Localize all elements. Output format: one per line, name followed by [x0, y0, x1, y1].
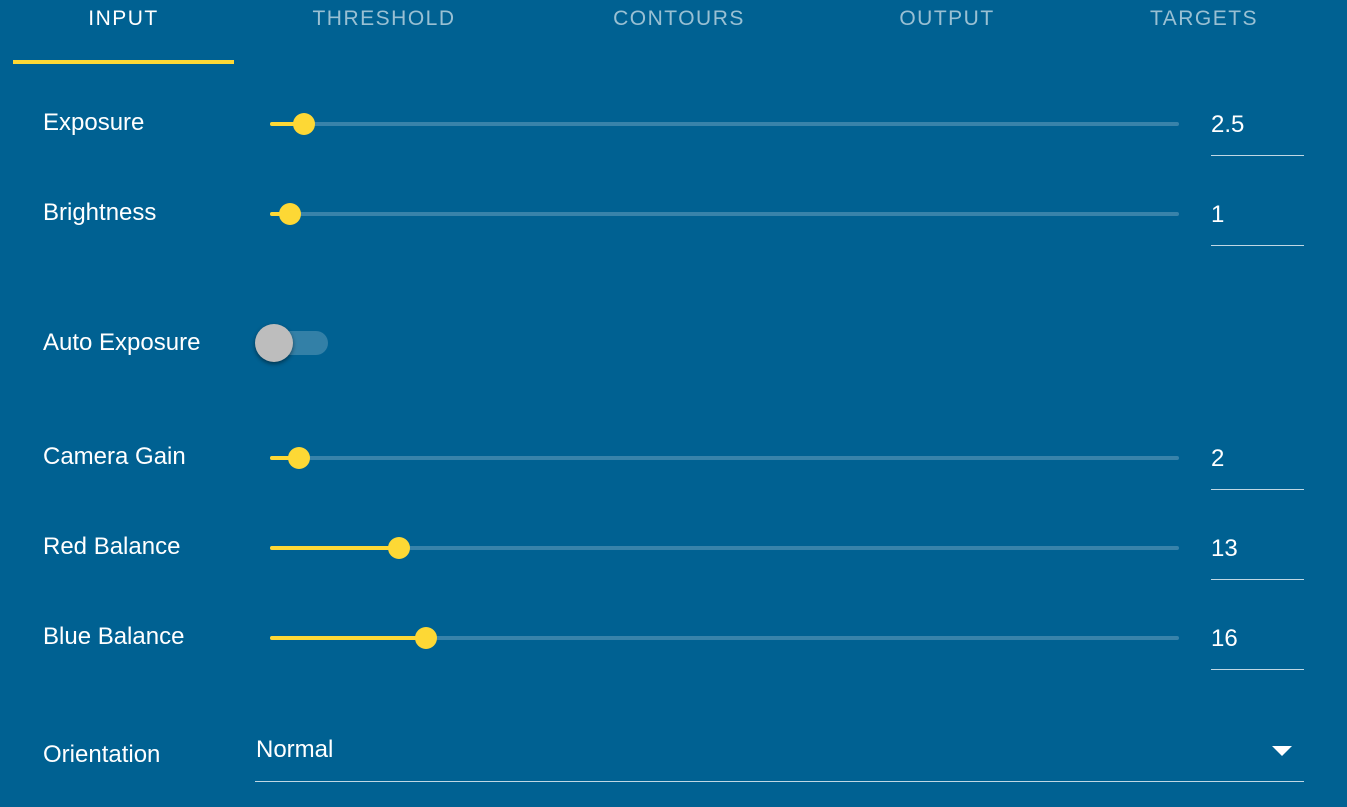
blue-balance-value-field[interactable]: [1211, 623, 1304, 670]
camera-gain-value-field[interactable]: [1211, 443, 1304, 490]
blue-balance-label: Blue Balance: [43, 623, 185, 650]
slider-fill: [270, 636, 426, 640]
slider-thumb[interactable]: [388, 537, 410, 559]
slider-rail: [270, 456, 1179, 460]
blue-balance-slider[interactable]: [270, 623, 1179, 653]
slider-thumb[interactable]: [288, 447, 310, 469]
brightness-label: Brightness: [43, 199, 157, 226]
camera-gain-value-input[interactable]: [1211, 443, 1304, 475]
slider-thumb[interactable]: [415, 627, 437, 649]
tab-contours[interactable]: CONTOURS: [613, 7, 745, 30]
slider-thumb[interactable]: [279, 203, 301, 225]
tab-threshold[interactable]: THRESHOLD: [312, 7, 456, 30]
slider-rail: [270, 546, 1179, 550]
auto-exposure-toggle[interactable]: [254, 322, 328, 362]
auto-exposure-label: Auto Exposure: [43, 329, 201, 356]
red-balance-value-input[interactable]: [1211, 533, 1304, 565]
tab-targets[interactable]: TARGETS: [1149, 7, 1259, 30]
blue-balance-value-input[interactable]: [1211, 623, 1304, 655]
dropdown-arrow-icon[interactable]: [1272, 746, 1292, 756]
tab-input[interactable]: INPUT: [88, 7, 159, 30]
tab-output[interactable]: OUTPUT: [899, 7, 995, 30]
slider-rail: [270, 122, 1179, 126]
active-tab-indicator: [13, 60, 234, 64]
brightness-slider[interactable]: [270, 199, 1179, 229]
exposure-label: Exposure: [43, 109, 145, 136]
toggle-knob[interactable]: [255, 324, 293, 362]
exposure-slider[interactable]: [270, 109, 1179, 139]
red-balance-value-field[interactable]: [1211, 533, 1304, 580]
slider-fill: [270, 546, 399, 550]
slider-rail: [270, 212, 1179, 216]
orientation-select[interactable]: Normal: [255, 730, 1304, 782]
slider-fill: [270, 456, 299, 460]
red-balance-slider[interactable]: [270, 533, 1179, 563]
red-balance-label: Red Balance: [43, 533, 181, 560]
orientation-selected-value: Normal: [256, 736, 334, 763]
exposure-value-field[interactable]: [1211, 109, 1304, 156]
exposure-value-input[interactable]: [1211, 109, 1304, 141]
brightness-value-input[interactable]: [1211, 199, 1304, 231]
brightness-value-field[interactable]: [1211, 199, 1304, 246]
slider-fill: [270, 122, 304, 126]
orientation-label: Orientation: [43, 741, 161, 768]
camera-gain-slider[interactable]: [270, 443, 1179, 473]
slider-thumb[interactable]: [293, 113, 315, 135]
slider-rail: [270, 636, 1179, 640]
tab-bar: INPUT THRESHOLD CONTOURS OUTPUT TARGETS: [0, 0, 1347, 64]
camera-gain-label: Camera Gain: [43, 443, 186, 470]
